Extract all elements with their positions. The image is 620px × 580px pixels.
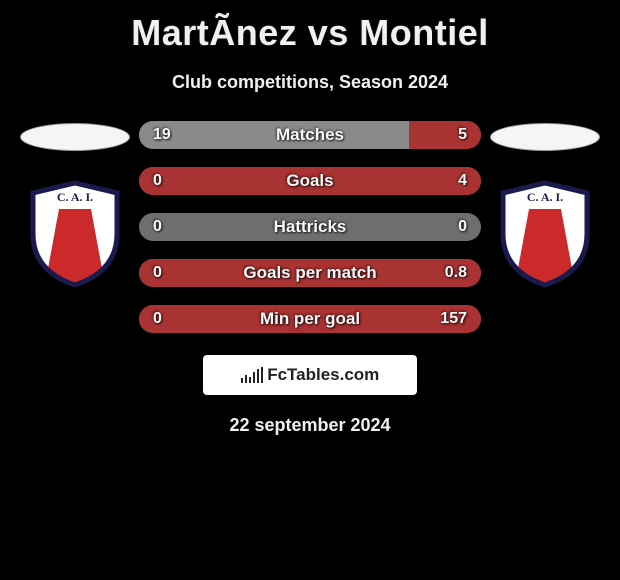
stat-bar: 0Min per goal157 — [139, 305, 481, 333]
svg-text:C. A. I.: C. A. I. — [57, 190, 93, 204]
stat-value-right: 5 — [458, 121, 467, 149]
stat-bar: 19Matches5 — [139, 121, 481, 149]
branding-badge: FcTables.com — [203, 355, 417, 395]
infographic-root: MartÃ­nez vs Montiel Club competitions, … — [0, 0, 620, 580]
left-player-column: C. A. I. — [15, 121, 135, 289]
stat-label: Hattricks — [139, 213, 481, 241]
stat-value-right: 0.8 — [445, 259, 467, 287]
left-club-shield-icon: C. A. I. — [25, 179, 125, 289]
stat-label: Matches — [139, 121, 481, 149]
right-player-column: C. A. I. — [485, 121, 605, 289]
stat-value-right: 0 — [458, 213, 467, 241]
left-player-ellipse — [20, 123, 130, 151]
stat-bar: 0Hattricks0 — [139, 213, 481, 241]
stat-bar: 0Goals per match0.8 — [139, 259, 481, 287]
stat-label: Goals — [139, 167, 481, 195]
stat-value-right: 4 — [458, 167, 467, 195]
subtitle: Club competitions, Season 2024 — [0, 72, 620, 93]
stats-bars: 19Matches50Goals40Hattricks00Goals per m… — [135, 121, 485, 333]
stat-value-right: 157 — [440, 305, 467, 333]
date-text: 22 september 2024 — [0, 415, 620, 436]
stat-label: Goals per match — [139, 259, 481, 287]
bar-chart-icon — [241, 367, 264, 383]
right-club-shield-icon: C. A. I. — [495, 179, 595, 289]
svg-text:C. A. I.: C. A. I. — [527, 190, 563, 204]
comparison-row: C. A. I. 19Matches50Goals40Hattricks00Go… — [0, 121, 620, 333]
stat-bar: 0Goals4 — [139, 167, 481, 195]
page-title: MartÃ­nez vs Montiel — [0, 0, 620, 54]
branding-text: FcTables.com — [267, 365, 379, 385]
right-player-ellipse — [490, 123, 600, 151]
stat-label: Min per goal — [139, 305, 481, 333]
